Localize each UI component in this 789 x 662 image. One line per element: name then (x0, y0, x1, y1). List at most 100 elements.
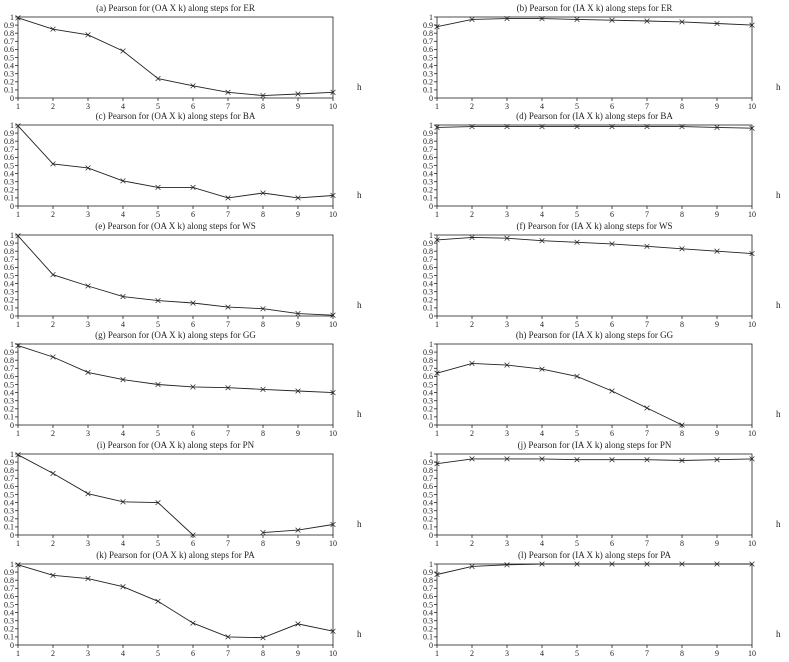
x-tick-label: 8 (680, 429, 684, 438)
y-tick-label: 0 (10, 202, 14, 211)
y-tick-label: 1 (10, 340, 14, 349)
y-tick-label: 0.7 (423, 474, 433, 483)
data-point (155, 598, 161, 604)
x-tick-label: 2 (470, 539, 474, 548)
y-tick-label: 0 (10, 312, 14, 321)
data-point (434, 24, 440, 30)
y-tick-label: 0.1 (4, 413, 14, 422)
chart-title-l: (l) Pearson for (IA X k) along steps for… (518, 550, 671, 560)
data-point (225, 89, 231, 95)
data-point (190, 384, 196, 390)
plot-frame-a (17, 16, 334, 99)
data-point (85, 369, 91, 375)
data-point (714, 457, 720, 463)
y-tick-label: 0.7 (423, 255, 433, 264)
data-point (434, 370, 440, 376)
x-tick-label: 6 (610, 539, 614, 548)
y-tick-label: 0.7 (423, 145, 433, 154)
y-tick-label: 0.1 (4, 194, 14, 203)
chart-title-i: (i) Pearson for (OA X k) along steps for… (97, 440, 255, 450)
data-point (330, 312, 336, 318)
x-tick-label: 5 (156, 429, 160, 438)
x-tick-label: 9 (715, 649, 719, 658)
x-tick-label: 10 (748, 102, 756, 111)
data-point (260, 92, 266, 99)
x-tick-label: 2 (51, 210, 55, 219)
x-tick-label: 1 (16, 539, 20, 548)
data-point (504, 456, 510, 462)
data-point (679, 246, 685, 252)
data-point (679, 561, 685, 567)
data-point (679, 422, 685, 428)
y-tick-label: 0.6 (423, 592, 433, 601)
x-tick-label: 5 (156, 210, 160, 219)
data-point (15, 452, 21, 458)
chart-title-k: (k) Pearson for (OA X k) along steps for… (96, 550, 255, 560)
y-tick-label: 0.9 (423, 568, 433, 577)
data-point (469, 563, 475, 570)
y-tick-label: 0.4 (4, 498, 14, 507)
x-tick-label: 10 (748, 649, 756, 658)
y-tick-label: 0.9 (4, 458, 14, 467)
data-point (469, 234, 475, 241)
x-tick-label: 5 (575, 102, 579, 111)
x-tick-label: 1 (435, 649, 439, 658)
data-point (749, 456, 755, 462)
y-tick-label: 0.9 (423, 129, 433, 138)
data-point (714, 561, 720, 567)
y-tick-label: 0.6 (4, 45, 14, 54)
chart-title-b: (b) Pearson for (IA X k) along steps for… (517, 3, 673, 13)
x-tick-label: 2 (470, 320, 474, 329)
y-tick-label: 0.6 (4, 372, 14, 381)
data-point (539, 123, 545, 130)
y-tick-label: 0.4 (423, 169, 433, 178)
data-point (749, 125, 755, 131)
x-axis-label-k: h (357, 629, 362, 639)
data-point (539, 366, 545, 372)
y-tick-label: 0.8 (4, 137, 14, 146)
x-tick-label: 7 (645, 429, 649, 438)
x-tick-label: 9 (715, 210, 719, 219)
data-point (330, 192, 336, 199)
x-tick-label: 9 (296, 210, 300, 219)
series-line-c (17, 125, 334, 199)
data-point (539, 561, 545, 567)
y-tick-label: 0.8 (4, 247, 14, 256)
data-point (330, 389, 336, 396)
x-tick-label: 10 (748, 429, 756, 438)
y-tick-label: 0.5 (423, 271, 433, 280)
data-point (644, 243, 650, 249)
x-tick-label: 4 (121, 102, 125, 111)
chart-panel-i: (i) Pearson for (OA X k) along steps for… (4, 440, 362, 548)
chart-panel-k: (k) Pearson for (OA X k) along steps for… (4, 550, 362, 658)
x-tick-label: 8 (261, 429, 265, 438)
y-tick-label: 0.3 (4, 178, 14, 187)
x-tick-label: 7 (226, 210, 230, 219)
x-tick-label: 1 (16, 429, 20, 438)
y-tick-label: 0 (429, 94, 433, 103)
data-point (434, 461, 440, 467)
data-point (644, 123, 650, 130)
chart-title-f: (f) Pearson for (IA X k) along steps for… (516, 221, 672, 231)
chart-panel-b: (b) Pearson for (IA X k) along steps for… (423, 3, 781, 111)
chart-panel-e: (e) Pearson for (OA X k) along steps for… (4, 221, 362, 329)
data-point (295, 195, 301, 201)
y-tick-label: 0.6 (423, 45, 433, 54)
series-line-e (17, 235, 334, 316)
data-point (120, 376, 126, 383)
y-tick-label: 0.2 (423, 186, 433, 195)
y-tick-label: 0.1 (4, 304, 14, 313)
y-tick-label: 0.1 (423, 413, 433, 422)
x-tick-label: 7 (226, 539, 230, 548)
x-tick-label: 6 (191, 649, 195, 658)
data-point (574, 16, 580, 23)
data-point (644, 18, 650, 24)
y-tick-label: 0.4 (423, 279, 433, 288)
x-tick-label: 5 (156, 320, 160, 329)
x-tick-label: 5 (156, 102, 160, 111)
x-tick-label: 5 (575, 429, 579, 438)
y-tick-label: 0.6 (423, 482, 433, 491)
data-point (749, 561, 755, 567)
x-axis-label-e: h (357, 300, 362, 310)
series-line-a (17, 17, 334, 97)
